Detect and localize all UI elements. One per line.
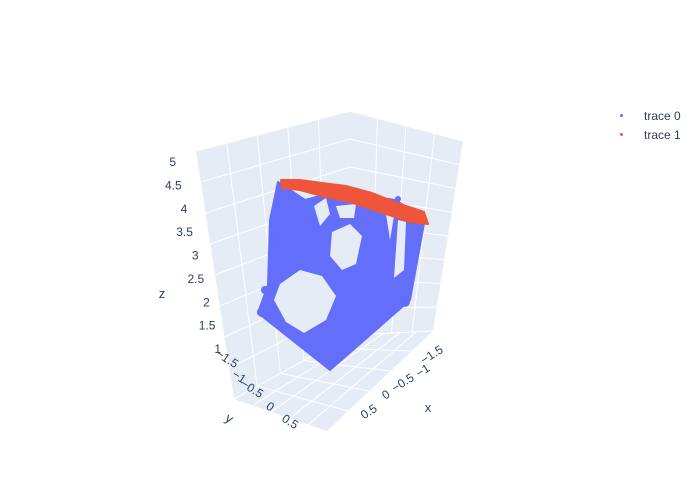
trace-0-blob-5	[395, 196, 401, 202]
gridline	[200, 138, 351, 183]
x-tick-label: −0.5	[389, 370, 417, 395]
trace-0-blob-2	[400, 297, 410, 307]
gridline	[303, 360, 391, 372]
z-tick-label: 1.5	[199, 319, 216, 333]
trace-0-points	[257, 181, 426, 371]
z-tick-label: 3.5	[176, 225, 193, 239]
legend-label-trace-0: trace 0	[644, 108, 681, 123]
z-tick-label: 5	[169, 155, 176, 169]
x-tick-label: 0.5	[358, 401, 380, 422]
trace-0-blob-4	[261, 286, 269, 294]
gridline	[195, 110, 351, 152]
legend-item-trace-0[interactable]: trace 0	[612, 106, 681, 125]
gridline	[226, 142, 258, 387]
x-axis-title: x	[425, 400, 432, 415]
z-tick-label: 4.5	[165, 178, 182, 192]
trace-1-points	[280, 179, 429, 225]
x-tick-label: 0	[379, 387, 392, 403]
gridline	[411, 133, 435, 333]
legend-item-trace-1[interactable]: trace 1	[612, 125, 681, 144]
void-4	[336, 204, 356, 218]
void-6	[386, 214, 394, 240]
legend-label-trace-1: trace 1	[644, 127, 681, 142]
legend-swatch-trace-0	[612, 106, 644, 125]
z-tick-label: 2.5	[187, 272, 204, 286]
trace-0-blob-3	[272, 236, 280, 244]
void-5	[394, 220, 406, 278]
z-tick-label: 4	[181, 202, 188, 216]
floor	[234, 331, 433, 431]
trace-1-band	[280, 179, 429, 225]
void-3	[314, 198, 330, 226]
gridline	[257, 385, 349, 412]
y-axis-title: y	[223, 410, 237, 426]
legend-swatch-trace-1	[612, 125, 644, 144]
legend: trace 0 trace 1	[612, 106, 681, 144]
z-tick-label: 2	[203, 295, 210, 309]
void-2	[330, 224, 362, 270]
void-7	[300, 288, 328, 316]
z-tick-label: 1	[214, 342, 221, 356]
gridline	[289, 332, 401, 419]
gridline	[308, 331, 417, 425]
trace-0-blob-1	[257, 307, 267, 317]
z-axis-title: z	[159, 286, 166, 301]
gridline	[349, 110, 464, 142]
gridline	[270, 332, 384, 413]
z-tick-label: 3	[192, 249, 199, 263]
gridline	[280, 372, 370, 392]
